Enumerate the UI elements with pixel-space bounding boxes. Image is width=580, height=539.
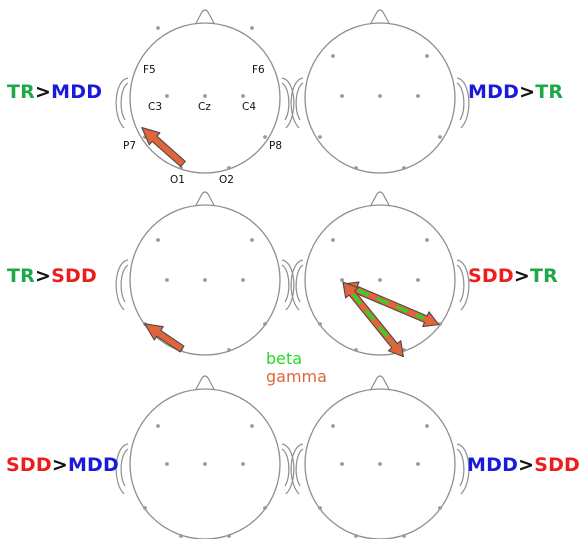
connection-arrow-p7-o2-beta-gamma: [342, 281, 404, 358]
group-label-right: SDD: [51, 265, 97, 287]
group-label-left: TR: [7, 81, 35, 103]
electrodes: [143, 26, 267, 170]
comparison-label-mdd-gt-sdd: MDD>SDD: [467, 456, 580, 475]
electrodes: [143, 424, 267, 538]
electrodes: [318, 54, 442, 170]
group-label-right: MDD: [51, 81, 103, 103]
group-label-right: TR: [535, 81, 564, 103]
head-mdd-gt-sdd: [290, 375, 470, 539]
group-label-left: TR: [7, 265, 35, 287]
group-label-right: TR: [529, 265, 558, 287]
group-label-left: MDD: [467, 454, 519, 476]
frequency-band-legend: beta gamma: [266, 349, 327, 387]
comparison-operator: >: [35, 81, 52, 103]
comparison-operator: >: [519, 81, 536, 103]
electrode-label-o1: O1: [170, 174, 185, 186]
connection-arrow-o1-p7-gamma: [141, 127, 186, 168]
electrode-label-f5: F5: [143, 64, 156, 76]
comparison-label-sdd-gt-tr: SDD>TR: [468, 267, 558, 286]
electrode-label-c3: C3: [148, 101, 162, 113]
electrode-label-p8: P8: [269, 140, 282, 152]
comparison-operator: >: [518, 454, 535, 476]
legend-gamma: gamma: [266, 367, 327, 387]
group-label-left: SDD: [468, 265, 514, 287]
group-label-right: SDD: [534, 454, 580, 476]
comparison-operator: >: [513, 265, 530, 287]
electrodes: [143, 238, 267, 352]
electrode-label-c4: C4: [242, 101, 256, 113]
group-label-left: SDD: [6, 454, 52, 476]
connection-arrow-o1-p7-gamma: [144, 323, 185, 353]
electrode-label-o2: O2: [219, 174, 234, 186]
group-label-right: MDD: [67, 454, 120, 476]
comparison-label-tr-gt-sdd: TR>SDD: [7, 267, 97, 286]
head-tr-gt-mdd: F5 F6 C3 Cz C4 P7 P8 O1 O2: [115, 9, 295, 186]
head-mdd-gt-tr: [290, 9, 470, 174]
comparison-operator: >: [35, 265, 52, 287]
comparison-label-sdd-gt-mdd: SDD>MDD: [6, 456, 119, 475]
head-tr-gt-sdd: [115, 191, 295, 356]
comparison-label-mdd-gt-tr: MDD>TR: [468, 83, 563, 102]
group-label-left: MDD: [468, 81, 520, 103]
electrode-label-cz: Cz: [198, 101, 211, 113]
comparison-operator: >: [51, 454, 68, 476]
electrode-label-p7: P7: [123, 140, 136, 152]
electrode-label-f6: F6: [252, 64, 265, 76]
comparison-label-tr-gt-mdd: TR>MDD: [7, 83, 102, 102]
head-sdd-gt-mdd: [115, 375, 295, 539]
electrodes: [318, 424, 442, 538]
legend-beta: beta: [266, 349, 303, 368]
